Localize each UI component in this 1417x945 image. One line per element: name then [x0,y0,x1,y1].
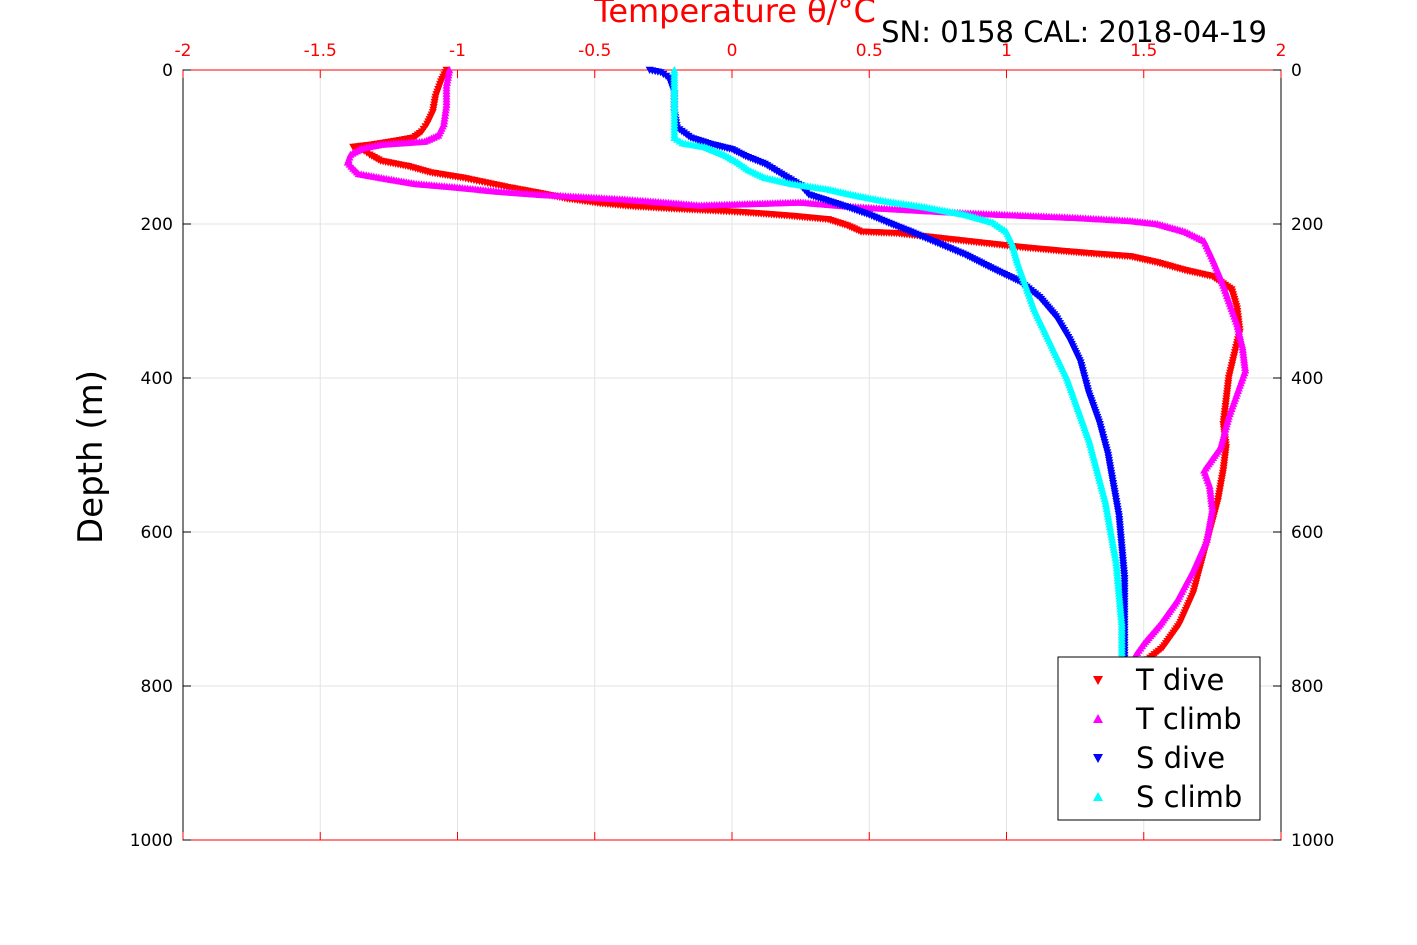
legend-label: T climb [1135,702,1242,736]
y-tick-label-right: 800 [1291,677,1323,697]
tick-marks [182,69,1282,841]
chart-title: SN: 0158 CAL: 2018-04-19 [881,15,1267,49]
legend-marker [1093,714,1103,723]
y-tick-labels-right: 0 200 400 600 800 1000 [1291,61,1334,851]
x-tick-label: 0 [727,41,738,61]
x-axis-title: Temperature θ/°C [593,0,876,30]
x-tick-label: -1.5 [304,41,337,61]
x-tick-label: 0.5 [856,41,883,61]
series-t-dive [349,66,1244,667]
legend-marker [1093,676,1103,685]
x-tick-label: -0.5 [578,41,611,61]
y-tick-label-right: 0 [1291,61,1302,81]
y-tick-label: 600 [141,523,173,543]
series-t-climb [343,66,1250,659]
legend-box [1057,656,1261,821]
x-tick-label: 1 [1001,41,1012,61]
data-series [343,66,1250,667]
legend: T dive T climb S dive S climb [1057,656,1261,821]
legend-marker [1093,792,1103,801]
y-tick-label: 200 [141,215,173,235]
x-tick-label: 2 [1276,41,1287,61]
x-tick-label: -1 [449,41,466,61]
y-tick-label-right: 400 [1291,369,1323,389]
y-tick-label-right: 600 [1291,523,1323,543]
x-tick-label: 1.5 [1130,41,1157,61]
y-tick-label: 1000 [130,831,173,851]
y-tick-labels-left: 0 200 400 600 800 1000 [130,61,173,851]
legend-label: T dive [1135,663,1224,697]
y-tick-label: 0 [162,61,173,81]
y-tick-label: 400 [141,369,173,389]
y-tick-label-right: 1000 [1291,831,1334,851]
legend-label: S dive [1136,741,1225,775]
legend-marker [1093,754,1103,763]
series-s-climb [670,66,1126,659]
x-tick-labels: -2 -1.5 -1 -0.5 0 0.5 1 1.5 2 [175,41,1287,61]
legend-label: S climb [1136,780,1242,814]
y-tick-label-right: 200 [1291,215,1323,235]
y-tick-label: 800 [141,677,173,697]
x-tick-label: -2 [175,41,192,61]
y-axis-title: Depth (m) [71,370,111,544]
